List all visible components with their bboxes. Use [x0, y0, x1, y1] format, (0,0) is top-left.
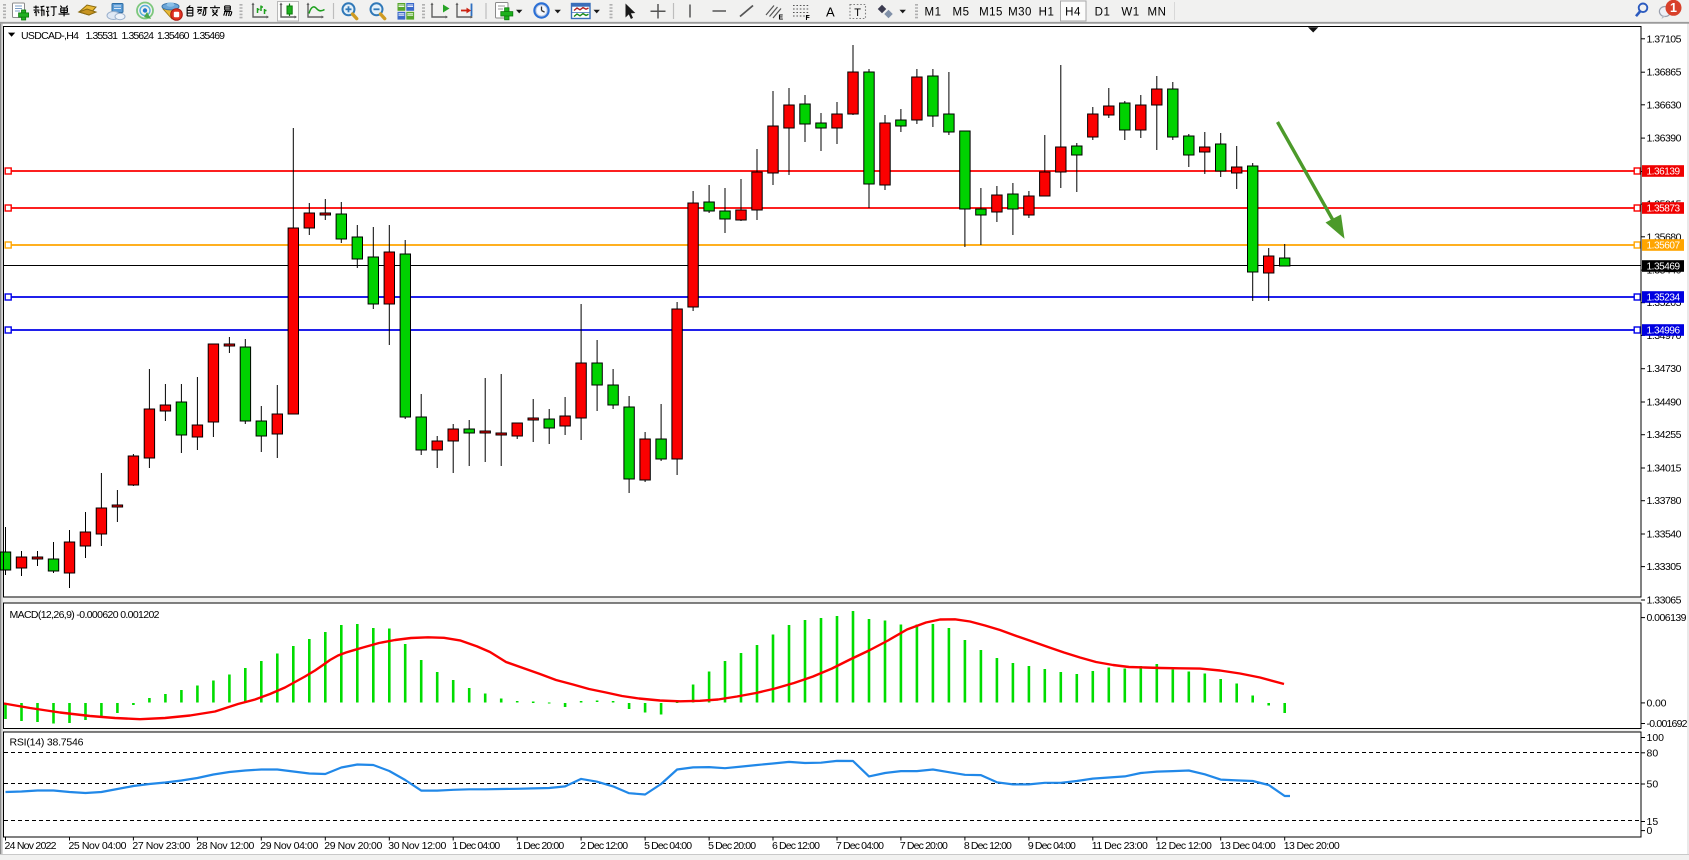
svg-text:1.33780: 1.33780: [1647, 495, 1682, 507]
svg-text:9 Dec 04:00: 9 Dec 04:00: [1028, 840, 1076, 852]
svg-text:24 Nov 2022: 24 Nov 2022: [5, 840, 57, 852]
svg-text:USDCAD-,H4: USDCAD-,H4: [21, 30, 79, 42]
svg-text:W1: W1: [1121, 6, 1139, 18]
svg-text:1.35624: 1.35624: [122, 30, 155, 42]
svg-text:1.33540: 1.33540: [1647, 529, 1682, 541]
svg-text:8 Dec 12:00: 8 Dec 12:00: [964, 840, 1012, 852]
svg-text:M5: M5: [953, 6, 970, 18]
svg-text:M1: M1: [925, 6, 942, 18]
svg-text:1.36390: 1.36390: [1647, 133, 1682, 145]
svg-text:30 Nov 12:00: 30 Nov 12:00: [388, 840, 446, 852]
svg-text:0: 0: [1647, 825, 1653, 837]
svg-text:29 Nov 20:00: 29 Nov 20:00: [324, 840, 382, 852]
svg-text:1.35531: 1.35531: [86, 30, 119, 42]
svg-text:1.36630: 1.36630: [1647, 99, 1682, 111]
svg-text:11 Dec 23:00: 11 Dec 23:00: [1092, 840, 1148, 852]
svg-text:1.34730: 1.34730: [1647, 363, 1682, 375]
svg-text:7 Dec 04:00: 7 Dec 04:00: [836, 840, 884, 852]
svg-text:28 Nov 12:00: 28 Nov 12:00: [196, 840, 254, 852]
svg-text:1.33305: 1.33305: [1647, 561, 1682, 573]
svg-text:1.34996: 1.34996: [1647, 326, 1681, 337]
svg-text:1.34015: 1.34015: [1647, 463, 1682, 475]
svg-text:M15: M15: [979, 6, 1003, 18]
svg-text:27 Nov 23:00: 27 Nov 23:00: [132, 840, 190, 852]
svg-text:T: T: [854, 7, 861, 19]
svg-text:1.35469: 1.35469: [1647, 262, 1681, 273]
svg-text:1.34255: 1.34255: [1647, 429, 1682, 441]
svg-text:MN: MN: [1148, 6, 1167, 18]
svg-text:H4: H4: [1065, 6, 1081, 18]
svg-text:1.35607: 1.35607: [1647, 241, 1681, 252]
svg-text:1.37105: 1.37105: [1647, 33, 1682, 45]
svg-text:1.36139: 1.36139: [1647, 167, 1681, 178]
svg-text:1.35873: 1.35873: [1647, 204, 1681, 215]
svg-text:7 Dec 20:00: 7 Dec 20:00: [900, 840, 948, 852]
svg-text:5 Dec 04:00: 5 Dec 04:00: [644, 840, 692, 852]
svg-text:1.34490: 1.34490: [1647, 397, 1682, 409]
svg-text:2 Dec 12:00: 2 Dec 12:00: [580, 840, 628, 852]
svg-text:25 Nov 04:00: 25 Nov 04:00: [69, 840, 127, 852]
svg-text:1.35234: 1.35234: [1647, 293, 1681, 304]
svg-text:100: 100: [1647, 732, 1665, 744]
svg-text:13 Dec 04:00: 13 Dec 04:00: [1220, 840, 1276, 852]
svg-text:0.00: 0.00: [1647, 697, 1667, 709]
svg-text:0.006139: 0.006139: [1647, 612, 1687, 624]
svg-text:1 Dec 04:00: 1 Dec 04:00: [452, 840, 500, 852]
svg-text:A: A: [826, 5, 835, 20]
svg-text:M30: M30: [1008, 6, 1032, 18]
svg-text:50: 50: [1647, 779, 1659, 791]
svg-text:6 Dec 12:00: 6 Dec 12:00: [772, 840, 820, 852]
svg-text:RSI(14) 38.7546: RSI(14) 38.7546: [10, 737, 84, 749]
svg-text:15: 15: [1647, 816, 1659, 828]
svg-text:F: F: [806, 15, 811, 22]
svg-text:H1: H1: [1039, 6, 1055, 18]
svg-text:E: E: [779, 15, 784, 22]
svg-text:MACD(12,26,9) -0.000620 0.0012: MACD(12,26,9) -0.000620 0.001202: [10, 609, 160, 621]
svg-text:1 Dec 20:00: 1 Dec 20:00: [516, 840, 564, 852]
svg-text:1.35460: 1.35460: [157, 30, 190, 42]
svg-text:1.33065: 1.33065: [1647, 595, 1682, 607]
svg-text:1: 1: [1670, 1, 1677, 15]
svg-text:-0.001692: -0.001692: [1647, 718, 1688, 730]
svg-text:1.36865: 1.36865: [1647, 67, 1682, 79]
svg-text:80: 80: [1647, 748, 1659, 760]
svg-text:12 Dec 12:00: 12 Dec 12:00: [1156, 840, 1212, 852]
svg-text:13 Dec 20:00: 13 Dec 20:00: [1284, 840, 1340, 852]
svg-text:29 Nov 04:00: 29 Nov 04:00: [260, 840, 318, 852]
svg-text:D1: D1: [1095, 6, 1111, 18]
svg-text:1.35469: 1.35469: [193, 30, 226, 42]
svg-text:5 Dec 20:00: 5 Dec 20:00: [708, 840, 756, 852]
